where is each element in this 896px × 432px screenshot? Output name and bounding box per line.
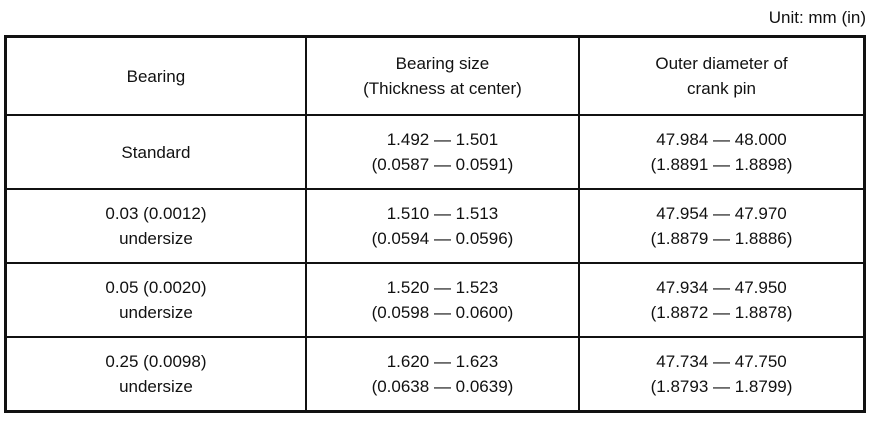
cell-text: (1.8879 — 1.8886) bbox=[650, 229, 793, 248]
header-text: Bearing size bbox=[395, 54, 490, 73]
cell-text: (0.0598 — 0.0600) bbox=[371, 303, 514, 322]
cell-text: undersize bbox=[119, 303, 193, 322]
header-text: (Thickness at center) bbox=[363, 79, 522, 98]
bearing-size-cell: 1.510 — 1.513 (0.0594 — 0.0596) bbox=[304, 188, 581, 264]
bearing-size-cell: 1.520 — 1.523 (0.0598 — 0.0600) bbox=[304, 262, 581, 338]
bearing-cell: 0.25 (0.0098) undersize bbox=[4, 336, 307, 413]
cell-text: undersize bbox=[119, 377, 193, 396]
cell-text: 47.934 — 47.950 bbox=[656, 278, 787, 297]
cell-text: (1.8793 — 1.8799) bbox=[650, 377, 793, 396]
cell-text: 0.03 (0.0012) bbox=[105, 204, 207, 223]
table-row: Standard 1.492 — 1.501 (0.0587 — 0.0591) 47… bbox=[4, 114, 866, 190]
cell-text: 1.520 — 1.523 bbox=[386, 278, 499, 297]
cell-text: (1.8891 — 1.8898) bbox=[650, 155, 793, 174]
cell-text: 47.984 — 48.000 bbox=[656, 130, 787, 149]
header-text: crank pin bbox=[687, 79, 757, 98]
bearing-cell: 0.05 (0.0020) undersize bbox=[4, 262, 307, 338]
outer-diameter-cell: 47.734 — 47.750 (1.8793 — 1.8799) bbox=[578, 336, 866, 413]
outer-diameter-cell: 47.934 — 47.950 (1.8872 — 1.8878) bbox=[578, 262, 866, 338]
unit-label: Unit: mm (in) bbox=[768, 8, 866, 27]
cell-text: (0.0638 — 0.0639) bbox=[371, 377, 514, 396]
cell-text: (0.0594 — 0.0596) bbox=[371, 229, 514, 248]
cell-text: 0.25 (0.0098) bbox=[105, 352, 207, 371]
cell-text: Standard bbox=[121, 142, 191, 162]
cell-text: 47.954 — 47.970 bbox=[656, 204, 787, 223]
cell-text: 1.492 — 1.501 bbox=[386, 130, 499, 149]
bearing-cell: Standard bbox=[4, 114, 307, 190]
cell-text: 0.05 (0.0020) bbox=[105, 278, 207, 297]
cell-text: (1.8872 — 1.8878) bbox=[650, 303, 793, 322]
header-text: Bearing bbox=[126, 66, 186, 86]
bearing-cell: 0.03 (0.0012) undersize bbox=[4, 188, 307, 264]
cell-text: 47.734 — 47.750 bbox=[656, 352, 787, 371]
table-row: 0.03 (0.0012) undersize 1.510 — 1.513 (0.05… bbox=[4, 188, 866, 264]
header-outer-diameter: Outer diameter of crank pin bbox=[578, 35, 866, 116]
outer-diameter-cell: 47.954 — 47.970 (1.8879 — 1.8886) bbox=[578, 188, 866, 264]
table-row: 0.05 (0.0020) undersize 1.520 — 1.523 (0.05… bbox=[4, 262, 866, 338]
bearing-spec-table: Bearing Bearing size (Thickness at center… bbox=[4, 35, 866, 413]
cell-text: (0.0587 — 0.0591) bbox=[371, 155, 514, 174]
header-row: Bearing Bearing size (Thickness at center… bbox=[4, 35, 866, 116]
outer-diameter-cell: 47.984 — 48.000 (1.8891 — 1.8898) bbox=[578, 114, 866, 190]
cell-text: 1.620 — 1.623 bbox=[386, 352, 499, 371]
cell-text: undersize bbox=[119, 229, 193, 248]
header-text: Outer diameter of bbox=[655, 54, 788, 73]
bearing-size-cell: 1.492 — 1.501 (0.0587 — 0.0591) bbox=[304, 114, 581, 190]
header-bearing-size: Bearing size (Thickness at center) bbox=[304, 35, 581, 116]
header-bearing: Bearing bbox=[4, 35, 307, 116]
bearing-size-cell: 1.620 — 1.623 (0.0638 — 0.0639) bbox=[304, 336, 581, 413]
table-row: 0.25 (0.0098) undersize 1.620 — 1.623 (0.06… bbox=[4, 336, 866, 413]
cell-text: 1.510 — 1.513 bbox=[386, 204, 499, 223]
